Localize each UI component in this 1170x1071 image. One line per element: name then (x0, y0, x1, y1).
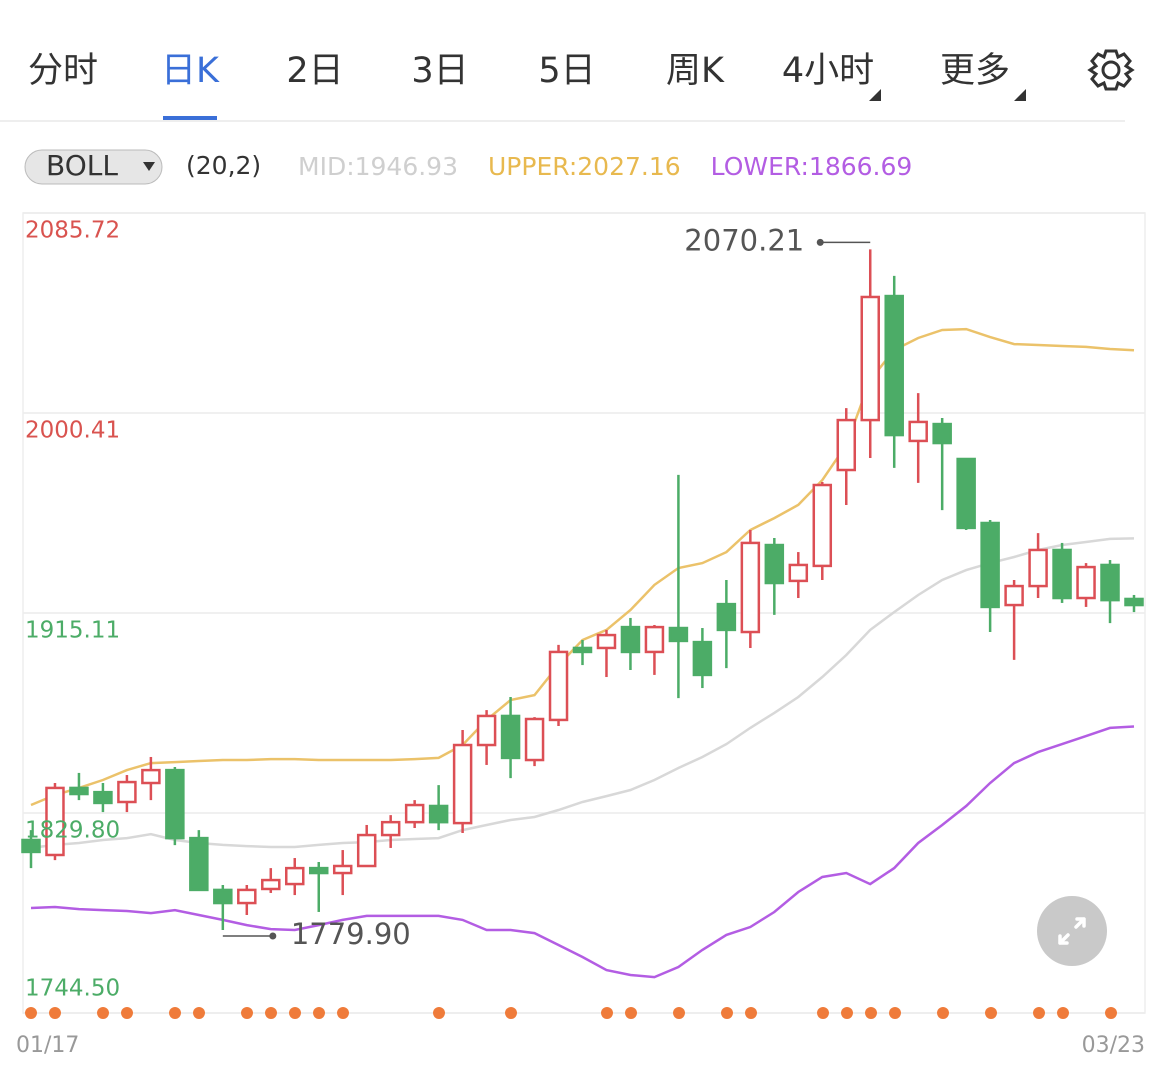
indicator-dropdown[interactable] (24, 149, 163, 185)
candle-body (788, 563, 809, 583)
annotation-dot (816, 238, 824, 246)
candle-body (524, 717, 545, 762)
candle-body (117, 780, 137, 804)
y-tick-label: 2085.72 (25, 218, 120, 244)
candle-body (836, 418, 857, 472)
candle-body (93, 790, 113, 805)
signal-dots (25, 1007, 1117, 1019)
candle-body (380, 820, 401, 837)
candle-body (213, 888, 233, 905)
candle-body (141, 768, 161, 785)
x-tick-label: 03/23 (1082, 1033, 1145, 1058)
candle-body (908, 420, 928, 443)
tab[interactable]: 分时 (28, 51, 98, 91)
tab[interactable]: 4小时 (782, 51, 874, 91)
candle-body (692, 640, 713, 677)
candle-body (812, 483, 833, 568)
candle-body (620, 625, 641, 654)
boll-line (30, 537, 1135, 850)
candle-body (45, 786, 65, 857)
active-tab-underline (163, 116, 217, 120)
tab[interactable]: 2日 (286, 51, 343, 91)
candle-body (285, 866, 305, 886)
candle-body (261, 878, 281, 891)
tab[interactable]: 周K (666, 51, 725, 91)
candle-body (740, 541, 761, 634)
candle-body (956, 457, 976, 530)
candle-body (332, 864, 353, 875)
candle-body (69, 786, 89, 796)
candle-body (189, 836, 209, 892)
annotation-dot (269, 932, 277, 940)
indicator-params: (20,2) (186, 151, 261, 180)
y-tick-label: 1915.11 (25, 618, 120, 644)
candle-body (1100, 563, 1120, 602)
candle-body (548, 650, 569, 722)
annotation-label: 2070.21 (684, 223, 804, 257)
annotations: 2070.21 1779.90 (222, 223, 871, 951)
annotation-label: 1779.90 (291, 917, 411, 951)
tab[interactable]: 5日 (538, 51, 595, 91)
candle-body (884, 294, 904, 437)
candle-body (428, 804, 449, 824)
tab[interactable]: 3日 (411, 51, 468, 91)
candle-body (644, 625, 665, 654)
candle-body (1124, 597, 1144, 607)
x-axis: 01/17 03/23 (16, 1033, 1145, 1058)
indicator-name[interactable]: BOLL (46, 149, 118, 182)
candle-body (764, 543, 785, 585)
y-tick-label: 2000.41 (25, 418, 120, 444)
candle-body (1004, 584, 1024, 607)
candle-body (716, 602, 737, 632)
boll-line (30, 327, 1135, 807)
candle-body (308, 866, 329, 875)
candle-body (404, 803, 425, 824)
legend-entry: LOWER:1866.69 (711, 152, 913, 181)
candle-body (572, 646, 593, 654)
candle-body (980, 521, 1000, 609)
candle-body (1028, 548, 1048, 588)
dropdown-arrow (143, 162, 155, 171)
tab[interactable]: 更多 (940, 51, 1010, 91)
candle-body (1052, 548, 1072, 600)
boll-line (30, 725, 1135, 979)
y-axis: 2085.72 2000.41 1915.11 1829.80 1744.50 (25, 218, 120, 1002)
candle-body (237, 888, 257, 905)
candle-body (165, 768, 185, 840)
candle-body (932, 422, 952, 445)
candle-body (500, 714, 521, 760)
y-tick-label: 1829.80 (25, 818, 120, 844)
legend-entry: MID:1946.93 (298, 152, 458, 181)
y-tick-label: 1744.50 (25, 976, 120, 1002)
legend: MID:1946.93 UPPER:2027.16 LOWER:1866.69 (298, 152, 912, 181)
tab[interactable]: 日K (161, 51, 220, 91)
fullscreen-button[interactable] (1037, 896, 1107, 966)
candle-body (596, 633, 617, 650)
candle-body (668, 626, 689, 643)
settings-icon[interactable] (1087, 49, 1135, 91)
candle-body (452, 743, 473, 825)
candle-body (860, 295, 880, 422)
candle-body (1076, 565, 1096, 600)
candle-body (476, 714, 497, 747)
candles (21, 249, 1144, 931)
candle-body (21, 838, 41, 854)
x-tick-label: 01/17 (16, 1033, 79, 1058)
tab-bar: 分时 日K 2日 3日 5日 周K 4小时 更多 (28, 51, 1010, 120)
candle-body (356, 833, 377, 868)
legend-entry: UPPER:2027.16 (488, 152, 681, 181)
